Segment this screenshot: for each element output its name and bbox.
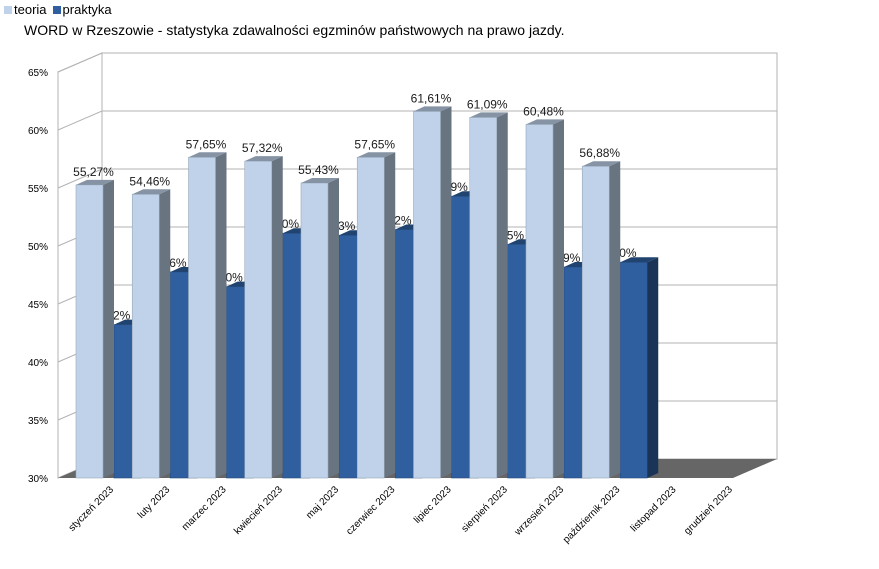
bar-teoria-side <box>328 178 339 478</box>
y-tick-label: 60% <box>28 126 48 137</box>
bar-praktyka-front <box>619 261 648 479</box>
bar-teoria <box>131 189 171 479</box>
bar-teoria-top <box>301 178 339 184</box>
bar-teoria <box>244 156 283 479</box>
bar-praktyka <box>619 257 659 479</box>
legend-item-praktyka: praktyka <box>52 2 112 17</box>
y-tick-label: 55% <box>28 184 48 195</box>
bar-teoria-front <box>356 156 385 479</box>
bar-teoria-top <box>413 106 452 112</box>
x-tick-label: czerwiec 2023 <box>344 484 397 537</box>
y-tick-label: 35% <box>28 416 48 427</box>
bar-teoria-front <box>75 184 104 479</box>
bar-teoria <box>300 178 339 479</box>
x-axis: styczeń 2023 luty 2023 marzec 2023 kwiecień… <box>67 484 736 546</box>
legend-swatch-teoria <box>4 5 12 14</box>
bar-teoria-top <box>76 179 114 185</box>
bar-teoria <box>525 119 564 479</box>
legend-label-teoria: teoria <box>14 2 47 17</box>
x-tick-label: kwiecień 2023 <box>232 484 285 537</box>
data-label-teoria: 60,48% <box>523 104 564 118</box>
bar-teoria-front <box>188 156 216 479</box>
bar-praktyka-top <box>620 257 659 263</box>
x-tick-label: lipiec 2023 <box>412 484 454 526</box>
x-tick-label: październik 2023 <box>561 484 623 546</box>
data-label-teoria: 54,46% <box>129 174 170 188</box>
legend-swatch-praktyka <box>52 5 61 14</box>
chart-title: WORD w Rzeszowie - statystyka zdawalnośc… <box>24 22 565 38</box>
bar-teoria <box>75 179 114 479</box>
data-label-teoria: 57,65% <box>354 137 395 151</box>
bar-praktyka-side <box>647 257 659 478</box>
legend-item-teoria: teoria <box>4 2 47 17</box>
bar-teoria-front <box>244 160 273 479</box>
bar-teoria-side <box>609 161 621 478</box>
x-tick-label: listopad 2023 <box>629 484 679 534</box>
bar-teoria-front <box>581 165 610 479</box>
x-tick-label: styczeń 2023 <box>67 484 117 534</box>
data-label-teoria: 55,27% <box>73 165 114 179</box>
x-tick-label: luty 2023 <box>136 484 173 521</box>
x-tick-label: marzec 2023 <box>180 484 229 533</box>
x-tick-label: maj 2023 <box>304 484 341 521</box>
bar-teoria <box>469 112 508 479</box>
data-label-teoria: 57,32% <box>242 141 283 155</box>
data-label-teoria: 61,61% <box>411 91 452 105</box>
bar-teoria-top <box>526 119 564 125</box>
bar-teoria-top <box>244 156 283 162</box>
x-tick-label: wrzesień 2023 <box>512 484 566 538</box>
bar-teoria-front <box>525 124 554 479</box>
legend: teoria praktyka <box>4 2 114 17</box>
gridline <box>57 52 777 73</box>
bar-teoria-side <box>384 152 396 478</box>
bar-teoria-side <box>215 152 227 478</box>
bar-teoria-top <box>357 152 396 158</box>
gridline <box>57 110 777 131</box>
bar-teoria <box>356 152 396 479</box>
bar-teoria-side <box>553 119 564 478</box>
bar-teoria-side <box>103 179 114 479</box>
bar-teoria-front <box>469 117 498 479</box>
y-tick-label: 45% <box>28 300 48 311</box>
x-tick-label: grudzień 2023 <box>682 484 735 537</box>
x-tick-label: sierpień 2023 <box>460 484 511 535</box>
data-label-teoria: 57,65% <box>186 137 227 151</box>
bar-teoria-top <box>582 161 621 167</box>
bar-teoria-top <box>132 189 171 195</box>
data-label-teoria: 61,09% <box>467 97 508 111</box>
y-axis: 30% 35% 40% 45% 50% 55% 60% 65% <box>28 68 48 485</box>
bar-teoria-side <box>440 106 452 478</box>
bar-teoria-side <box>159 189 171 478</box>
bar-teoria-front <box>131 193 160 479</box>
bar-teoria-top <box>188 152 227 158</box>
bars: 43,22%55,27%47,76%54,46%46,50%57,65%51,1… <box>73 91 659 479</box>
data-label-teoria: 55,43% <box>298 163 339 177</box>
bar-teoria <box>581 161 621 479</box>
y-tick-label: 65% <box>28 68 48 79</box>
bar-teoria <box>188 152 227 479</box>
bar-teoria-side <box>271 156 283 478</box>
bar-teoria-side <box>496 112 508 478</box>
y-tick-label: 30% <box>28 474 48 485</box>
bar-teoria-front <box>300 182 329 479</box>
y-tick-label: 50% <box>28 242 48 253</box>
bar-teoria <box>413 106 452 479</box>
legend-label-praktyka: praktyka <box>62 2 112 17</box>
data-label-teoria: 56,88% <box>579 146 620 160</box>
y-tick-label: 40% <box>28 358 48 369</box>
bar-teoria-top <box>469 112 508 118</box>
bar-teoria-front <box>413 111 441 479</box>
